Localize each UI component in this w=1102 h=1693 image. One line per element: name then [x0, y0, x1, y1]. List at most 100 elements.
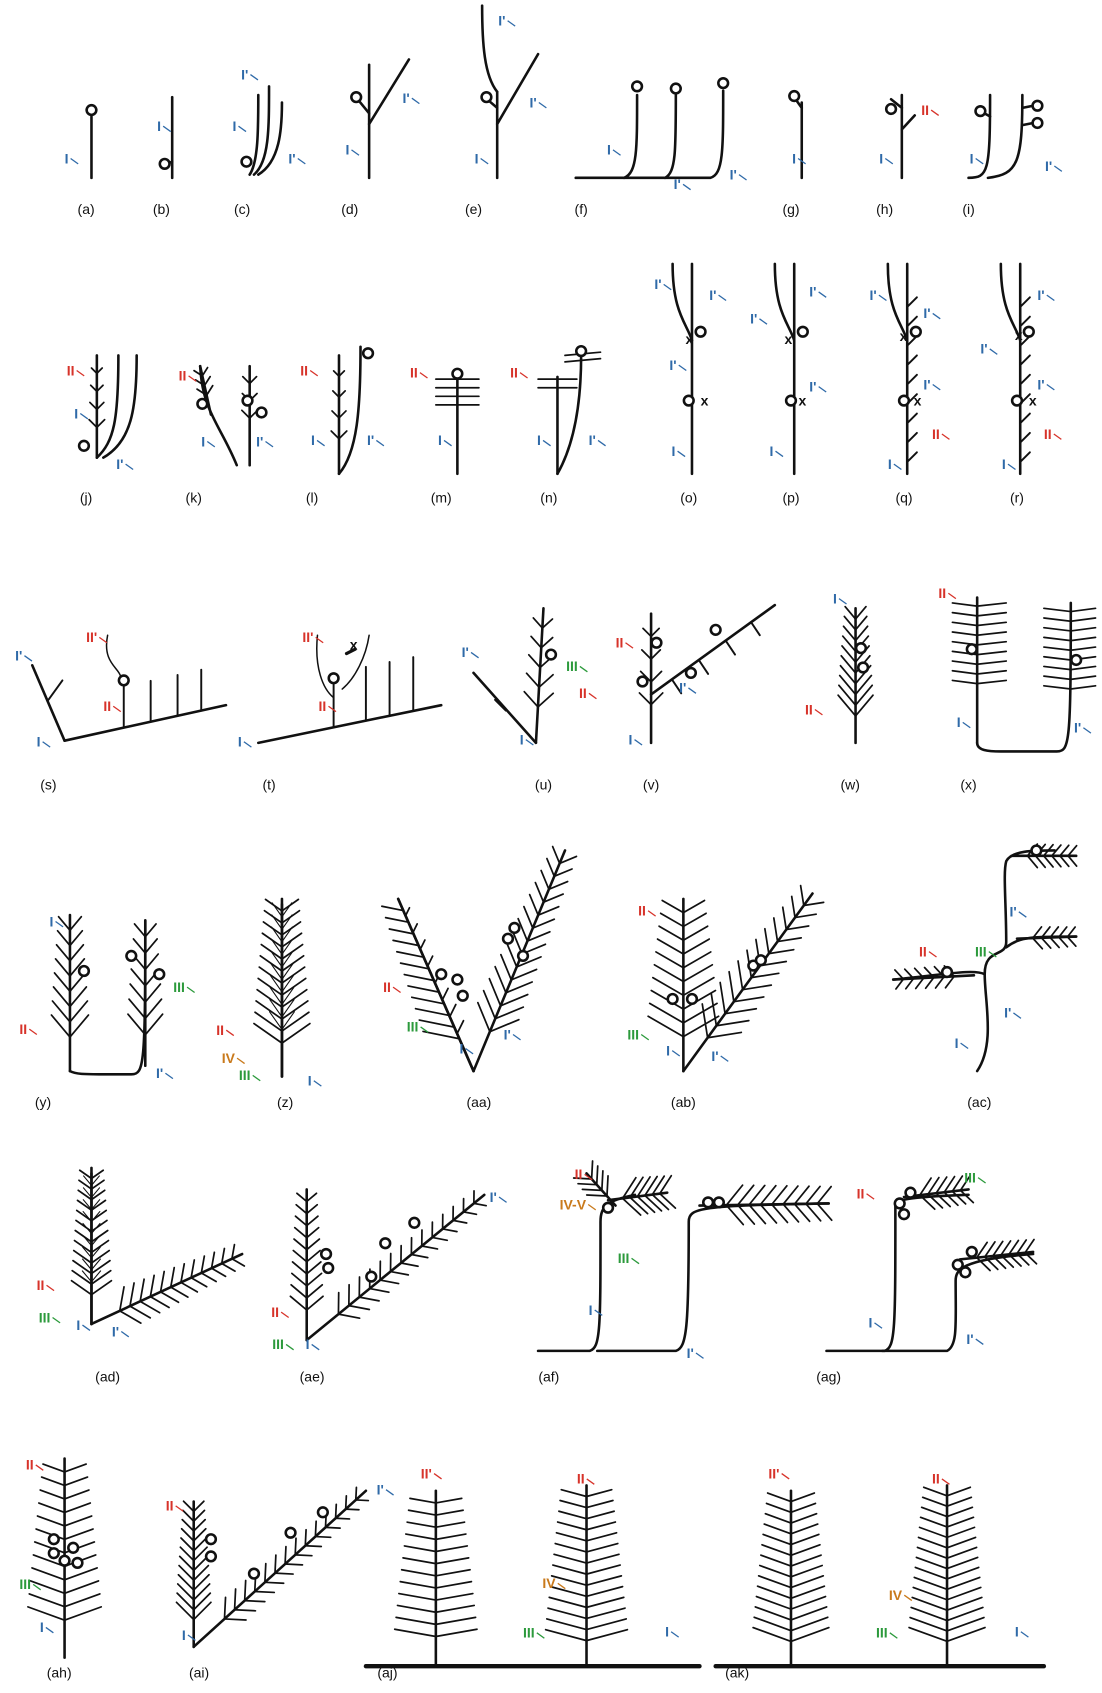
axis-order-label: III — [618, 1250, 630, 1266]
axis-order-label: I' — [156, 1065, 163, 1081]
stem — [840, 666, 855, 684]
stem — [282, 1012, 309, 1031]
reproductive-organ — [714, 1198, 724, 1208]
stem — [307, 1193, 317, 1201]
stem — [57, 945, 70, 961]
stem — [307, 1216, 318, 1225]
stem — [436, 1558, 469, 1564]
stem — [642, 650, 651, 659]
panel-caption: (x) — [960, 777, 976, 793]
stem — [338, 1314, 359, 1318]
crossing-mark: x — [785, 331, 793, 347]
stem — [285, 1547, 286, 1564]
stem — [792, 896, 795, 917]
stem — [453, 1220, 467, 1223]
reproductive-organ — [87, 105, 97, 115]
reproductive-organ — [756, 955, 766, 965]
panel-caption: (z) — [277, 1094, 293, 1110]
label-leader — [393, 987, 401, 992]
label-leader — [24, 656, 32, 661]
panel-caption: (u) — [535, 777, 552, 793]
stem — [315, 1537, 330, 1538]
stem — [176, 1602, 193, 1619]
stem — [754, 1617, 791, 1630]
panel-caption: (l) — [306, 489, 318, 505]
axis-order-label: III — [975, 943, 987, 959]
stem — [1020, 433, 1030, 443]
stem — [349, 1306, 370, 1310]
stem — [307, 1285, 323, 1298]
axis-order-label: I — [201, 433, 205, 449]
stem — [201, 1273, 216, 1282]
stem — [382, 906, 403, 910]
stem — [131, 969, 145, 986]
stem — [194, 1491, 366, 1647]
stem — [29, 1594, 64, 1607]
axis-order-label: I' — [674, 176, 681, 192]
stem — [413, 924, 417, 933]
stem — [660, 1194, 676, 1208]
stem — [282, 975, 294, 992]
label-leader — [894, 464, 902, 469]
label-leader — [513, 1034, 521, 1039]
reproductive-organ — [899, 1209, 909, 1219]
label-leader — [99, 637, 107, 642]
reproductive-organ — [380, 1238, 390, 1248]
stem — [495, 967, 506, 993]
stem — [39, 1503, 65, 1512]
stem — [194, 1584, 210, 1600]
stem — [587, 1608, 625, 1618]
stem — [637, 1196, 654, 1212]
stem — [755, 1607, 791, 1620]
stem — [783, 907, 787, 929]
stem — [775, 264, 794, 340]
stem — [436, 1617, 476, 1624]
stem — [235, 1589, 236, 1610]
stem — [129, 999, 145, 1018]
stem — [65, 1594, 100, 1607]
stem — [161, 1292, 179, 1302]
axis-order-label: I' — [116, 456, 123, 472]
panel-caption: (ad) — [95, 1368, 120, 1384]
stem — [630, 1177, 643, 1197]
label-leader — [537, 1633, 545, 1638]
stem — [191, 1278, 207, 1287]
label-leader — [815, 709, 823, 714]
stem — [910, 1618, 947, 1631]
stem — [48, 680, 62, 699]
panel-caption: (m) — [431, 489, 452, 505]
stem — [336, 1518, 350, 1519]
axis-order-label: I — [607, 142, 611, 158]
stem — [651, 671, 661, 681]
reproductive-organ — [363, 348, 373, 358]
stem — [145, 939, 157, 953]
label-leader — [1021, 1632, 1029, 1637]
stem — [659, 926, 683, 940]
axis-order-label: I' — [923, 376, 930, 392]
panel-caption: (i) — [962, 201, 974, 217]
stem — [58, 931, 70, 946]
reproductive-organ — [518, 951, 528, 961]
axis-order-label: I — [769, 443, 773, 459]
stem — [120, 1287, 124, 1311]
stem — [436, 1605, 474, 1612]
stem — [560, 1500, 586, 1507]
stem — [844, 616, 855, 629]
stem — [222, 1263, 235, 1271]
axis-order-label: I — [40, 1619, 44, 1635]
stem — [652, 1176, 664, 1194]
stem — [916, 1557, 947, 1568]
stem — [74, 1251, 92, 1263]
stem — [403, 1558, 436, 1564]
stem — [297, 1193, 307, 1201]
label-leader — [328, 706, 336, 711]
stem — [791, 1534, 819, 1544]
stem — [432, 1237, 447, 1240]
axis-order-label: II' — [768, 1465, 779, 1481]
stem — [436, 1498, 462, 1503]
stem — [70, 931, 82, 946]
stem — [587, 1522, 616, 1530]
stem — [1071, 666, 1096, 669]
reproductive-organ — [351, 92, 361, 102]
stem — [307, 1296, 323, 1310]
